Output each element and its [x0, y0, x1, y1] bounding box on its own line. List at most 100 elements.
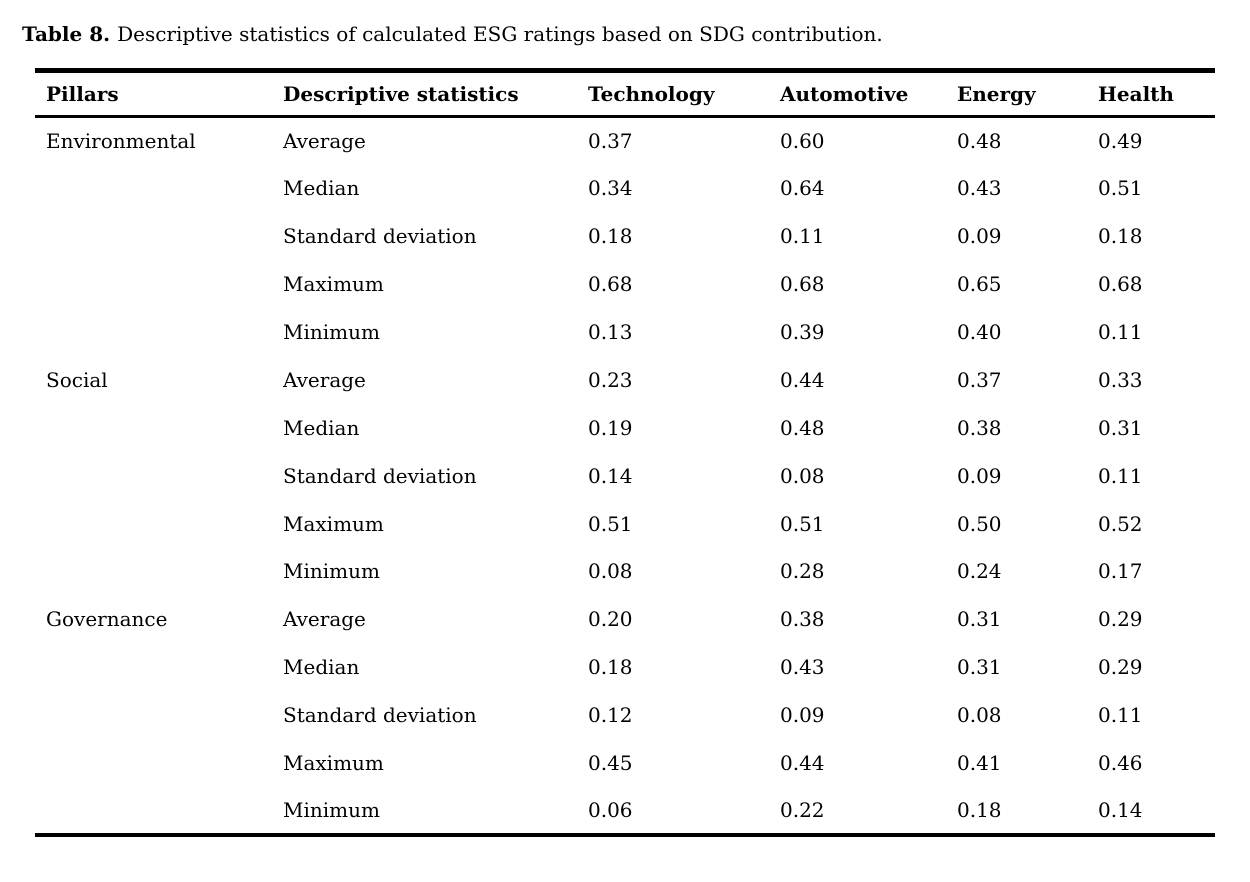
value-cell: 0.20 [588, 607, 633, 632]
table-row: Social Average 0.23 0.44 0.37 0.33 [35, 356, 1215, 404]
value-cell: 0.13 [588, 320, 633, 344]
stat-cell: Minimum [283, 797, 380, 822]
table-row: Standard deviation 0.12 0.09 0.08 0.11 [35, 691, 1215, 739]
pillar-cell [35, 787, 272, 835]
value-cell: 0.44 [780, 367, 825, 392]
value-cell: 0.43 [780, 655, 825, 680]
pillar-cell [35, 691, 272, 739]
value-cell: 0.11 [1098, 703, 1143, 728]
value-cell: 0.39 [780, 320, 825, 344]
value-cell: 0.29 [1098, 655, 1143, 680]
pillar-cell [35, 452, 272, 500]
stat-cell: Standard deviation [283, 224, 477, 249]
value-cell: 0.14 [588, 463, 633, 488]
value-cell: 0.38 [957, 415, 1002, 440]
value-cell: 0.60 [780, 129, 825, 154]
value-cell: 0.09 [957, 224, 1002, 249]
value-cell: 0.45 [588, 751, 633, 776]
esg-descriptive-statistics-table: Pillars Descriptive statistics Technolog… [35, 68, 1215, 837]
stat-cell: Standard deviation [283, 463, 477, 488]
pillar-cell: Social [46, 367, 108, 392]
value-cell: 0.18 [588, 655, 633, 680]
table-row: Minimum 0.13 0.39 0.40 0.11 [35, 308, 1215, 356]
column-header-energy: Energy [957, 82, 1036, 106]
table-caption-label: Table 8. [22, 22, 111, 46]
value-cell: 0.64 [780, 176, 825, 201]
table-row: Standard deviation 0.18 0.11 0.09 0.18 [35, 212, 1215, 260]
value-cell: 0.29 [1098, 607, 1143, 632]
pillar-cell [35, 212, 272, 260]
value-cell: 0.22 [780, 797, 825, 822]
value-cell: 0.50 [957, 511, 1002, 536]
table-row: Median 0.34 0.64 0.43 0.51 [35, 164, 1215, 212]
value-cell: 0.06 [588, 797, 633, 822]
value-cell: 0.08 [588, 559, 633, 584]
value-cell: 0.37 [588, 129, 633, 154]
pillar-cell: Governance [46, 607, 168, 632]
table-row: Median 0.19 0.48 0.38 0.31 [35, 404, 1215, 452]
column-header-technology: Technology [588, 82, 715, 106]
table-caption-text: Descriptive statistics of calculated ESG… [117, 22, 883, 46]
value-cell: 0.31 [957, 607, 1002, 632]
column-header-descriptive-statistics: Descriptive statistics [283, 82, 519, 106]
table-row: Minimum 0.08 0.28 0.24 0.17 [35, 548, 1215, 596]
value-cell: 0.40 [957, 320, 1002, 344]
value-cell: 0.17 [1098, 559, 1143, 584]
value-cell: 0.31 [1098, 415, 1143, 440]
value-cell: 0.08 [957, 703, 1002, 728]
table-row: Maximum 0.68 0.68 0.65 0.68 [35, 260, 1215, 308]
pillar-cell [35, 643, 272, 691]
value-cell: 0.11 [1098, 320, 1143, 344]
value-cell: 0.34 [588, 176, 633, 201]
pillar-cell [35, 548, 272, 596]
value-cell: 0.18 [588, 224, 633, 249]
value-cell: 0.51 [588, 511, 633, 536]
value-cell: 0.43 [957, 176, 1002, 201]
column-header-automotive: Automotive [780, 82, 909, 106]
table-row: Standard deviation 0.14 0.08 0.09 0.11 [35, 452, 1215, 500]
value-cell: 0.11 [780, 224, 825, 249]
pillar-cell [35, 500, 272, 548]
stat-cell: Maximum [283, 751, 384, 776]
value-cell: 0.68 [1098, 272, 1143, 297]
value-cell: 0.23 [588, 367, 633, 392]
column-header-health: Health [1098, 82, 1174, 106]
stat-cell: Median [283, 655, 360, 680]
stat-cell: Median [283, 415, 360, 440]
stat-cell: Minimum [283, 559, 380, 584]
value-cell: 0.24 [957, 559, 1002, 584]
value-cell: 0.09 [780, 703, 825, 728]
value-cell: 0.28 [780, 559, 825, 584]
value-cell: 0.41 [957, 751, 1002, 776]
value-cell: 0.48 [957, 129, 1002, 154]
stat-cell: Average [283, 129, 366, 154]
stat-cell: Maximum [283, 511, 384, 536]
value-cell: 0.09 [957, 463, 1002, 488]
value-cell: 0.19 [588, 415, 633, 440]
value-cell: 0.46 [1098, 751, 1143, 776]
column-header-pillars: Pillars [46, 82, 119, 106]
value-cell: 0.68 [780, 272, 825, 297]
pillar-cell [35, 164, 272, 212]
value-cell: 0.31 [957, 655, 1002, 680]
value-cell: 0.52 [1098, 511, 1143, 536]
header-row: Pillars Descriptive statistics Technolog… [35, 71, 1215, 117]
value-cell: 0.44 [780, 751, 825, 776]
value-cell: 0.18 [1098, 224, 1143, 249]
table-row: Environmental Average 0.37 0.60 0.48 0.4… [35, 117, 1215, 165]
table-row: Maximum 0.51 0.51 0.50 0.52 [35, 500, 1215, 548]
value-cell: 0.33 [1098, 367, 1143, 392]
value-cell: 0.11 [1098, 463, 1143, 488]
pillar-cell [35, 308, 272, 356]
stat-cell: Median [283, 176, 360, 201]
value-cell: 0.51 [780, 511, 825, 536]
value-cell: 0.68 [588, 272, 633, 297]
value-cell: 0.65 [957, 272, 1002, 297]
table-row: Median 0.18 0.43 0.31 0.29 [35, 643, 1215, 691]
table-caption: Table 8. Descriptive statistics of calcul… [22, 20, 883, 48]
table-row: Minimum 0.06 0.22 0.18 0.14 [35, 787, 1215, 835]
value-cell: 0.38 [780, 607, 825, 632]
table-row: Maximum 0.45 0.44 0.41 0.46 [35, 739, 1215, 787]
pillar-cell [35, 739, 272, 787]
